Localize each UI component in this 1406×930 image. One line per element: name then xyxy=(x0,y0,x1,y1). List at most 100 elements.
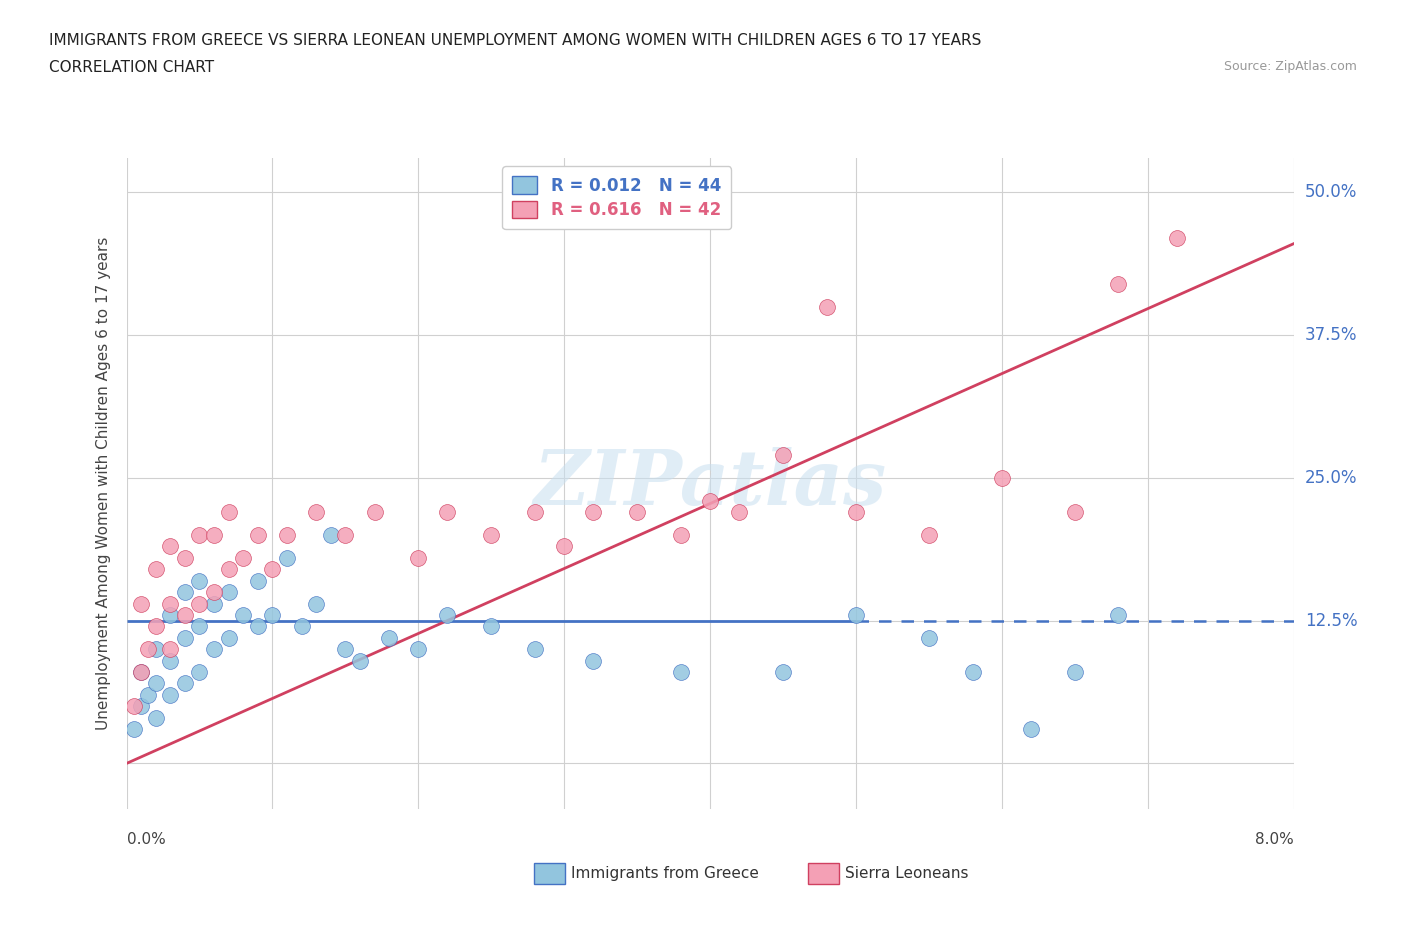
Point xyxy=(188,573,211,588)
Point xyxy=(188,665,211,680)
Point xyxy=(122,722,145,737)
Point xyxy=(626,505,648,520)
Point xyxy=(378,631,401,645)
Point xyxy=(582,653,605,668)
Point xyxy=(335,527,357,542)
Point xyxy=(218,505,240,520)
Point xyxy=(1108,276,1130,291)
Text: 12.5%: 12.5% xyxy=(1305,612,1357,630)
Point xyxy=(202,585,225,600)
Point xyxy=(553,539,575,554)
Text: 8.0%: 8.0% xyxy=(1254,832,1294,847)
Point xyxy=(174,631,197,645)
Point xyxy=(962,665,984,680)
Point xyxy=(159,539,181,554)
Point xyxy=(159,687,181,702)
Point xyxy=(436,505,458,520)
Point xyxy=(479,619,502,634)
Point xyxy=(174,607,197,622)
Point xyxy=(145,562,167,577)
Point xyxy=(262,607,284,622)
Point xyxy=(408,551,430,565)
Point xyxy=(188,527,211,542)
Point xyxy=(436,607,458,622)
Legend: R = 0.012   N = 44, R = 0.616   N = 42: R = 0.012 N = 44, R = 0.616 N = 42 xyxy=(502,166,731,230)
Point xyxy=(669,665,692,680)
Point xyxy=(669,527,692,542)
Point xyxy=(174,676,197,691)
Point xyxy=(276,551,298,565)
Point xyxy=(990,471,1012,485)
Point xyxy=(202,596,225,611)
Point xyxy=(772,665,794,680)
Text: 37.5%: 37.5% xyxy=(1305,326,1357,344)
Point xyxy=(582,505,605,520)
Point xyxy=(129,596,152,611)
Point xyxy=(918,631,941,645)
Point xyxy=(145,642,167,657)
Point xyxy=(202,527,225,542)
Point xyxy=(408,642,430,657)
Point xyxy=(815,299,838,314)
Text: 50.0%: 50.0% xyxy=(1305,183,1357,202)
Point xyxy=(218,631,240,645)
Point xyxy=(262,562,284,577)
Text: Immigrants from Greece: Immigrants from Greece xyxy=(571,866,759,881)
Point xyxy=(772,447,794,462)
Point xyxy=(479,527,502,542)
Point xyxy=(188,619,211,634)
Point xyxy=(276,527,298,542)
Text: Sierra Leoneans: Sierra Leoneans xyxy=(845,866,969,881)
Point xyxy=(363,505,385,520)
Point xyxy=(188,596,211,611)
Point xyxy=(1108,607,1130,622)
Text: ZIPatlas: ZIPatlas xyxy=(533,446,887,521)
Point xyxy=(145,711,167,725)
Point xyxy=(174,551,197,565)
Point xyxy=(246,573,269,588)
Text: 0.0%: 0.0% xyxy=(127,832,166,847)
Point xyxy=(918,527,941,542)
Point xyxy=(1166,231,1188,246)
Point xyxy=(202,642,225,657)
Point xyxy=(138,687,160,702)
Point xyxy=(122,698,145,713)
Point xyxy=(218,585,240,600)
Point xyxy=(246,619,269,634)
Point xyxy=(232,607,254,622)
Point xyxy=(1063,665,1085,680)
Point xyxy=(349,653,371,668)
Point xyxy=(728,505,751,520)
Point xyxy=(174,585,197,600)
Point xyxy=(159,653,181,668)
Point xyxy=(138,642,160,657)
Point xyxy=(129,665,152,680)
Point xyxy=(523,642,546,657)
Point xyxy=(145,676,167,691)
Point xyxy=(218,562,240,577)
Point xyxy=(305,505,328,520)
Y-axis label: Unemployment Among Women with Children Ages 6 to 17 years: Unemployment Among Women with Children A… xyxy=(96,237,111,730)
Point xyxy=(335,642,357,657)
Point xyxy=(699,493,721,508)
Point xyxy=(159,642,181,657)
Point xyxy=(305,596,328,611)
Point xyxy=(1063,505,1085,520)
Point xyxy=(129,698,152,713)
Point xyxy=(290,619,312,634)
Text: 25.0%: 25.0% xyxy=(1305,469,1357,487)
Point xyxy=(145,619,167,634)
Point xyxy=(159,607,181,622)
Point xyxy=(246,527,269,542)
Point xyxy=(159,596,181,611)
Text: IMMIGRANTS FROM GREECE VS SIERRA LEONEAN UNEMPLOYMENT AMONG WOMEN WITH CHILDREN : IMMIGRANTS FROM GREECE VS SIERRA LEONEAN… xyxy=(49,33,981,47)
Point xyxy=(845,505,868,520)
Text: Source: ZipAtlas.com: Source: ZipAtlas.com xyxy=(1223,60,1357,73)
Point xyxy=(1019,722,1042,737)
Text: CORRELATION CHART: CORRELATION CHART xyxy=(49,60,214,75)
Point xyxy=(232,551,254,565)
Point xyxy=(845,607,868,622)
Point xyxy=(523,505,546,520)
Point xyxy=(129,665,152,680)
Point xyxy=(319,527,342,542)
